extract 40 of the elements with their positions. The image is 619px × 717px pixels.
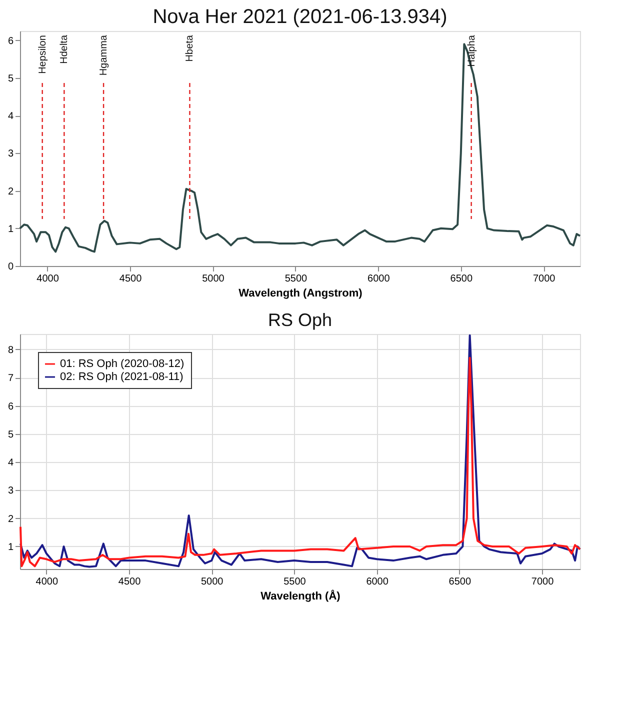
- x-tick-label: 7000: [532, 274, 556, 284]
- x-tick-label: 5000: [202, 274, 225, 284]
- x-tick-label: 4500: [118, 576, 142, 588]
- legend-label: 02: RS Oph (2021-08-11): [60, 371, 184, 383]
- y-tick-label: 3: [8, 486, 14, 497]
- legend-label: 01: RS Oph (2020-08-12): [60, 358, 184, 370]
- x-tick-label: 6500: [448, 576, 472, 588]
- y-tick-label: 0: [8, 262, 14, 272]
- y-tick-label: 7: [8, 373, 14, 384]
- y-tick-label: 1: [8, 542, 14, 553]
- y-tick-label: 5: [8, 429, 14, 440]
- x-axis-title: Wavelength (Angstrom): [238, 288, 363, 300]
- x-tick-label: 4000: [36, 576, 58, 588]
- x-tick-label: 5500: [284, 576, 306, 588]
- y-tick-label: 2: [8, 514, 14, 525]
- y-tick-label: 3: [8, 148, 14, 160]
- x-tick-label: 4500: [119, 274, 142, 284]
- y-tick-label: 6: [8, 401, 14, 412]
- x-tick-label: 4000: [36, 274, 60, 284]
- ref-line-label: Hepsilon: [37, 35, 48, 74]
- y-tick-label: 8: [8, 344, 14, 356]
- ref-line-label: Hdelta: [59, 34, 70, 64]
- y-tick-label: 6: [8, 36, 14, 47]
- x-tick-label: 5000: [200, 576, 224, 588]
- x-tick-label: 5500: [284, 274, 308, 284]
- x-tick-label: 6500: [450, 274, 473, 284]
- y-tick-label: 1: [8, 224, 14, 235]
- y-tick-label: 4: [8, 111, 14, 122]
- ref-line-label: Hbeta: [184, 34, 196, 62]
- chart-title: RS Oph: [268, 310, 332, 330]
- ref-line-label: Hgamma: [98, 34, 110, 76]
- x-tick-label: 6000: [366, 576, 389, 588]
- y-tick-label: 2: [8, 186, 14, 198]
- y-tick-label: 5: [8, 74, 14, 84]
- chart-title: Nova Her 2021 (2021-06-13.934): [152, 6, 448, 28]
- y-tick-label: 4: [8, 458, 14, 469]
- x-axis-title: Wavelength (Å): [260, 590, 341, 602]
- x-tick-label: 6000: [368, 274, 390, 284]
- x-tick-label: 7000: [531, 576, 554, 588]
- ref-line-label: Halpha: [466, 34, 478, 67]
